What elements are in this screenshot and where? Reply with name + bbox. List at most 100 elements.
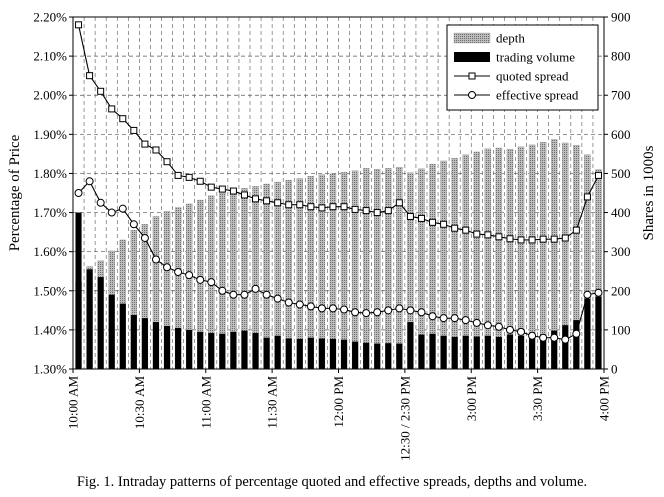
legend: depth trading volume quoted spread effectiv… bbox=[446, 24, 599, 111]
volume-bar bbox=[163, 325, 171, 369]
legend-swatch-volume bbox=[454, 52, 490, 62]
quoted-spread-point bbox=[263, 197, 271, 205]
right-tick-label: 600 bbox=[611, 127, 631, 142]
effective-spread-point bbox=[284, 298, 293, 307]
volume-bar bbox=[584, 298, 591, 369]
quoted-spread-point bbox=[462, 226, 470, 234]
effective-spread-point bbox=[417, 308, 426, 317]
left-tick-label: 1.40% bbox=[33, 322, 67, 337]
effective-spread-point bbox=[340, 305, 349, 314]
effective-spread-point bbox=[373, 308, 382, 317]
quoted-spread-point bbox=[340, 203, 348, 211]
x-tick-label: 11:30 AM bbox=[265, 376, 280, 429]
quoted-spread-point bbox=[296, 201, 304, 209]
effective-spread-point bbox=[96, 198, 105, 207]
quoted-spread-point bbox=[550, 235, 558, 243]
legend-label: depth bbox=[496, 31, 525, 46]
volume-bar bbox=[108, 294, 115, 369]
effective-spread-point bbox=[351, 308, 360, 317]
left-tick-label: 1.80% bbox=[33, 166, 67, 181]
quoted-spread-point bbox=[119, 115, 127, 123]
left-tick-label: 2.00% bbox=[33, 88, 67, 103]
effective-spread-point bbox=[517, 327, 526, 336]
quoted-spread-point bbox=[561, 234, 569, 242]
quoted-spread-point bbox=[152, 146, 160, 154]
quoted-spread-point bbox=[473, 230, 481, 238]
volume-bar bbox=[307, 337, 314, 369]
effective-spread-point bbox=[483, 321, 492, 330]
effective-spread-point bbox=[539, 333, 548, 342]
quoted-spread-point bbox=[440, 220, 448, 228]
volume-bar bbox=[385, 343, 392, 369]
volume-bar bbox=[241, 330, 248, 369]
left-tick-label: 1.60% bbox=[33, 244, 67, 259]
volume-bar bbox=[407, 322, 414, 369]
right-axis-title: Shares in 1000s bbox=[641, 145, 657, 240]
quoted-spread-point bbox=[141, 140, 149, 148]
quoted-spread-point bbox=[240, 191, 248, 199]
quoted-spread-point bbox=[583, 193, 591, 201]
volume-bar bbox=[540, 334, 547, 369]
volume-bar bbox=[562, 325, 569, 369]
effective-spread-point bbox=[428, 312, 437, 321]
effective-spread-point bbox=[118, 204, 127, 213]
spread-lines bbox=[74, 21, 603, 344]
left-tick-label: 2.10% bbox=[33, 49, 67, 64]
volume-bar bbox=[374, 343, 381, 369]
volume-bar bbox=[352, 341, 359, 369]
volume-bar bbox=[197, 331, 204, 369]
legend-label: quoted spread bbox=[496, 69, 569, 84]
quoted-spread-point bbox=[229, 187, 237, 195]
x-tick-label: 10:00 AM bbox=[66, 376, 81, 430]
quoted-spread-point bbox=[484, 231, 492, 239]
effective-spread-point bbox=[406, 306, 415, 315]
effective-spread-point bbox=[384, 306, 393, 315]
quoted-spread-point bbox=[196, 177, 204, 185]
effective-spread-point bbox=[74, 189, 83, 197]
effective-spread-point bbox=[328, 304, 337, 313]
legend-label: effective spread bbox=[496, 88, 579, 103]
effective-spread-point bbox=[572, 329, 581, 338]
volume-bar bbox=[473, 336, 480, 369]
bars bbox=[75, 139, 602, 370]
quoted-spread-point bbox=[329, 203, 337, 211]
right-tick-label: 700 bbox=[611, 88, 631, 103]
effective-spread-point bbox=[140, 233, 149, 242]
effective-spread-point bbox=[306, 302, 315, 311]
effective-spread-point bbox=[317, 304, 326, 313]
legend-marker-effective bbox=[468, 91, 476, 99]
effective-spread-point bbox=[196, 275, 205, 284]
volume-bar bbox=[130, 315, 137, 369]
right-tick-label: 200 bbox=[611, 283, 631, 298]
quoted-spread-point bbox=[362, 207, 370, 215]
depth-bar bbox=[396, 167, 403, 370]
effective-spread-point bbox=[561, 335, 570, 344]
quoted-spread-point bbox=[373, 209, 381, 217]
quoted-spread-point bbox=[539, 235, 547, 243]
volume-bar bbox=[429, 333, 436, 369]
volume-bar bbox=[285, 338, 292, 369]
volume-bar bbox=[274, 335, 281, 369]
depth-bar bbox=[340, 172, 348, 370]
effective-spread-point bbox=[262, 290, 271, 299]
volume-bar bbox=[318, 338, 325, 369]
x-tick-label: 12:30 / 2:30 PM bbox=[397, 376, 412, 461]
volume-bar bbox=[219, 333, 226, 369]
quoted-spread-point bbox=[130, 126, 138, 134]
quoted-spread-point bbox=[274, 199, 282, 207]
quoted-spread-point bbox=[395, 199, 403, 207]
effective-spread-point bbox=[218, 286, 227, 295]
effective-spread-point bbox=[583, 290, 592, 299]
effective-spread-point bbox=[174, 268, 183, 277]
quoted-spread-point bbox=[185, 173, 193, 181]
quoted-spread-point bbox=[75, 21, 83, 29]
volume-bar bbox=[75, 212, 82, 369]
right-tick-label: 500 bbox=[611, 166, 631, 181]
volume-bar bbox=[230, 331, 237, 369]
volume-bar bbox=[119, 303, 126, 369]
effective-spread-point bbox=[528, 331, 537, 340]
axes: 1.30% 1.40% 1.50% 1.60% 1.70% 1.80% 1.90% 2.00%… bbox=[7, 10, 657, 461]
quoted-spread-point bbox=[594, 171, 602, 179]
left-tick-label: 1.90% bbox=[33, 127, 67, 142]
